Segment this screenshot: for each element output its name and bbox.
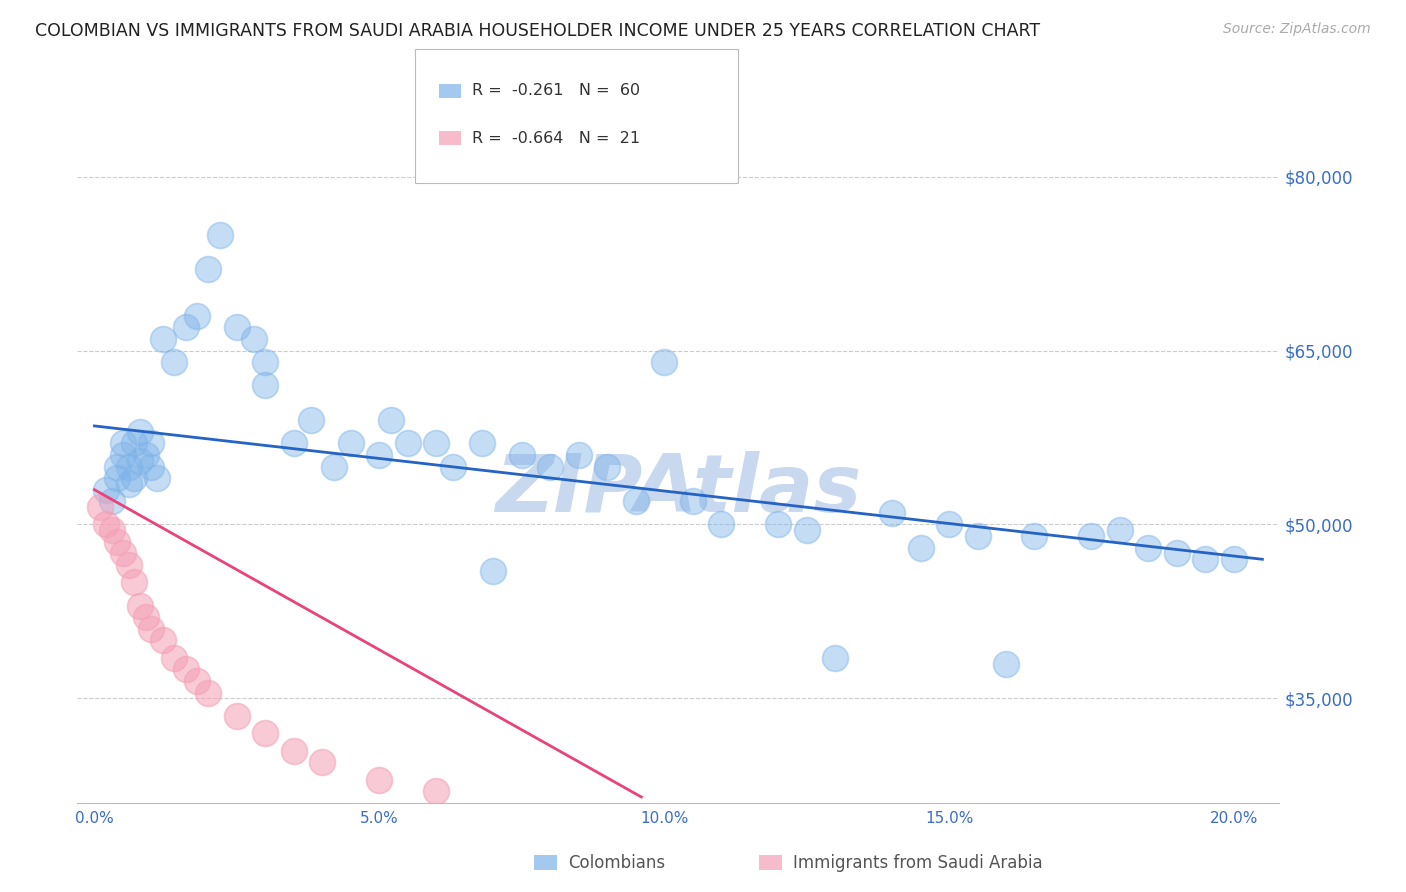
- Point: [425, 784, 447, 798]
- Point: [910, 541, 932, 555]
- Point: [538, 459, 561, 474]
- Text: R =  -0.261   N =  60: R = -0.261 N = 60: [472, 84, 641, 98]
- Point: [1024, 529, 1046, 543]
- Point: [152, 332, 174, 346]
- Point: [105, 534, 128, 549]
- Point: [174, 320, 197, 334]
- Point: [1137, 541, 1160, 555]
- Point: [94, 517, 117, 532]
- Text: Immigrants from Saudi Arabia: Immigrants from Saudi Arabia: [793, 854, 1043, 871]
- Text: R =  -0.664   N =  21: R = -0.664 N = 21: [472, 131, 641, 145]
- Point: [174, 662, 197, 676]
- Point: [146, 471, 169, 485]
- Point: [186, 674, 208, 689]
- Point: [117, 476, 139, 491]
- Point: [425, 436, 447, 450]
- Point: [117, 558, 139, 573]
- Point: [596, 459, 619, 474]
- Point: [111, 436, 134, 450]
- Point: [1166, 546, 1188, 560]
- Point: [111, 448, 134, 462]
- Point: [824, 651, 846, 665]
- Point: [396, 436, 419, 450]
- Point: [682, 494, 704, 508]
- Point: [254, 355, 277, 369]
- Point: [254, 378, 277, 392]
- Point: [652, 355, 675, 369]
- Point: [710, 517, 733, 532]
- Point: [1080, 529, 1102, 543]
- Point: [299, 413, 322, 427]
- Point: [100, 523, 122, 537]
- Point: [254, 726, 277, 740]
- Point: [225, 708, 247, 723]
- Point: [243, 332, 266, 346]
- Point: [135, 448, 157, 462]
- Point: [766, 517, 789, 532]
- Point: [283, 744, 305, 758]
- Point: [938, 517, 960, 532]
- Point: [129, 425, 152, 439]
- Point: [129, 599, 152, 613]
- Point: [1194, 552, 1216, 566]
- Point: [880, 506, 903, 520]
- Point: [482, 564, 505, 578]
- Point: [141, 459, 163, 474]
- Text: Colombians: Colombians: [568, 854, 665, 871]
- Point: [100, 494, 122, 508]
- Point: [124, 471, 146, 485]
- Point: [117, 459, 139, 474]
- Point: [510, 448, 533, 462]
- Point: [1223, 552, 1246, 566]
- Point: [163, 651, 186, 665]
- Point: [380, 413, 402, 427]
- Text: COLOMBIAN VS IMMIGRANTS FROM SAUDI ARABIA HOUSEHOLDER INCOME UNDER 25 YEARS CORR: COLOMBIAN VS IMMIGRANTS FROM SAUDI ARABI…: [35, 22, 1040, 40]
- Text: Source: ZipAtlas.com: Source: ZipAtlas.com: [1223, 22, 1371, 37]
- Point: [141, 622, 163, 636]
- Point: [105, 471, 128, 485]
- Point: [796, 523, 818, 537]
- Point: [340, 436, 363, 450]
- Point: [124, 575, 146, 590]
- Point: [322, 459, 344, 474]
- Point: [135, 610, 157, 624]
- Point: [624, 494, 647, 508]
- Point: [471, 436, 494, 450]
- Point: [152, 633, 174, 648]
- Point: [186, 309, 208, 323]
- Point: [994, 657, 1017, 671]
- Point: [124, 436, 146, 450]
- Point: [129, 453, 152, 467]
- Point: [568, 448, 591, 462]
- Point: [197, 262, 219, 277]
- Point: [197, 685, 219, 699]
- Point: [89, 500, 111, 514]
- Point: [368, 448, 391, 462]
- Point: [141, 436, 163, 450]
- Point: [94, 483, 117, 497]
- Point: [368, 772, 391, 787]
- Point: [966, 529, 988, 543]
- Point: [208, 227, 231, 242]
- Point: [163, 355, 186, 369]
- Point: [283, 436, 305, 450]
- Point: [311, 755, 333, 769]
- Text: ZIPAtlas: ZIPAtlas: [495, 450, 862, 529]
- Point: [1109, 523, 1132, 537]
- Point: [225, 320, 247, 334]
- Point: [111, 546, 134, 560]
- Point: [105, 459, 128, 474]
- Point: [441, 459, 464, 474]
